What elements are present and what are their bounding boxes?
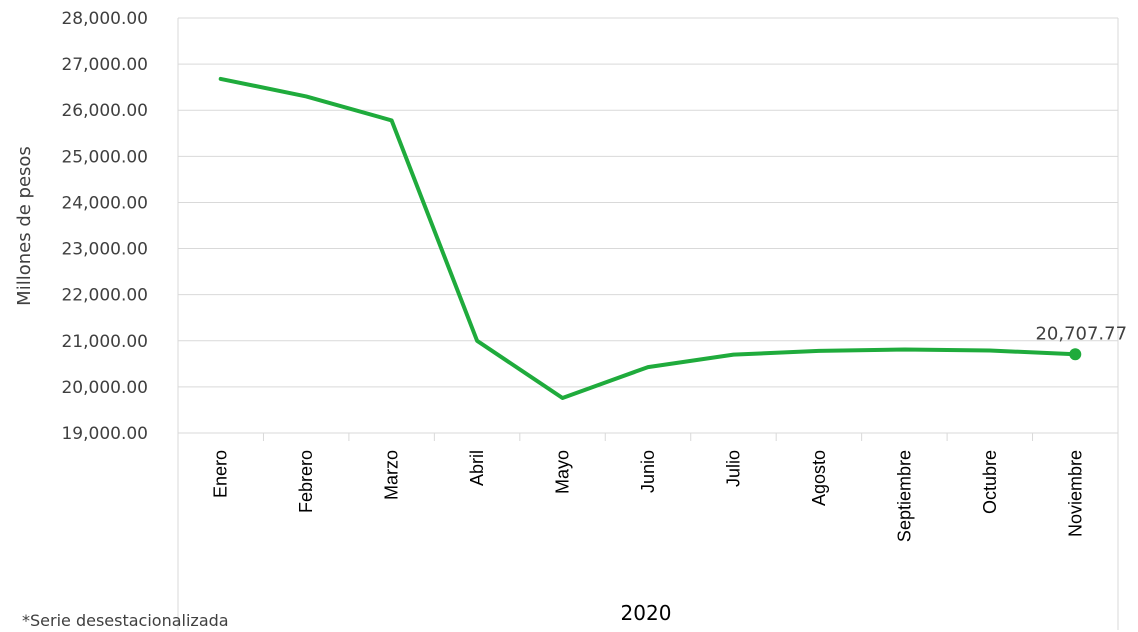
x-category-lines: [177, 18, 1119, 630]
x-tick-label: Mayo: [553, 450, 573, 494]
y-axis-ticks: 19,000.00 20,000.00 21,000.00 22,000.00 23,0…: [61, 9, 148, 444]
x-tick-label: Octubre: [980, 450, 1000, 514]
x-tick-label: Enero: [211, 450, 231, 498]
footnote: *Serie desestacionalizada: [22, 611, 229, 630]
y-tick-label: 19,000.00: [61, 424, 148, 444]
y-tick-label: 26,000.00: [61, 101, 148, 121]
data-label-noviembre: 20,707.77: [1035, 323, 1127, 344]
y-tick-label: 27,000.00: [61, 55, 148, 75]
x-tick-label: Noviembre: [1065, 450, 1085, 537]
y-tick-label: 22,000.00: [61, 286, 148, 306]
y-tick-label: 21,000.00: [61, 332, 148, 352]
x-tick-label: Septiembre: [894, 450, 914, 542]
x-axis-title: 2020: [621, 601, 672, 625]
gridlines: [178, 17, 1118, 434]
x-tick-label: Abril: [467, 450, 487, 486]
x-axis-ticks: Enero Febrero Marzo Abril Mayo Junio Julio Agos…: [211, 450, 1086, 542]
x-tick-label: Agosto: [809, 450, 829, 506]
last-data-point: [1069, 348, 1082, 361]
y-tick-label: 24,000.00: [61, 193, 148, 213]
x-tick-label: Julio: [723, 450, 743, 487]
x-tick-label: Junio: [638, 450, 658, 493]
y-tick-label: 23,000.00: [61, 240, 148, 260]
y-tick-label: 28,000.00: [61, 9, 148, 29]
x-tick-label: Marzo: [382, 450, 402, 500]
x-tick-label: Febrero: [296, 450, 316, 513]
y-tick-label: 20,000.00: [61, 378, 148, 398]
y-tick-label: 25,000.00: [61, 147, 148, 167]
series-line: [218, 76, 1078, 400]
y-axis-label: Millones de pesos: [14, 146, 35, 306]
